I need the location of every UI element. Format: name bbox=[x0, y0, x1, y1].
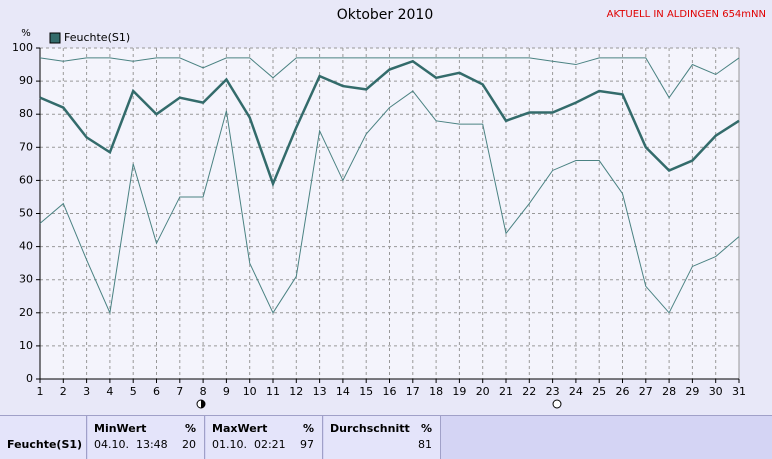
y-tick-label: 100 bbox=[12, 41, 33, 54]
x-tick-label: 30 bbox=[709, 385, 723, 398]
x-tick-label: 27 bbox=[639, 385, 653, 398]
legend-swatch bbox=[49, 32, 61, 44]
annotation: AKTUELL IN ALDINGEN 654mNN bbox=[607, 9, 766, 20]
y-tick-label: 20 bbox=[19, 306, 33, 319]
x-tick-label: 17 bbox=[406, 385, 420, 398]
x-tick-label: 15 bbox=[359, 385, 373, 398]
x-tick-label: 11 bbox=[266, 385, 280, 398]
x-tick-label: 14 bbox=[336, 385, 350, 398]
summary-cell: MinWert% 04.10. 13:48 20 bbox=[88, 416, 205, 459]
column-header: MaxWert bbox=[212, 422, 268, 435]
moon-icon bbox=[201, 400, 205, 408]
y-tick-label: 50 bbox=[19, 207, 33, 220]
x-tick-label: 28 bbox=[662, 385, 676, 398]
x-tick-label: 3 bbox=[83, 385, 90, 398]
x-tick-label: 18 bbox=[429, 385, 443, 398]
y-tick-label: 40 bbox=[19, 240, 33, 253]
y-tick-label: 70 bbox=[19, 140, 33, 153]
column-time: 04.10. 13:48 bbox=[94, 438, 168, 451]
moon-icon bbox=[552, 399, 562, 409]
x-tick-label: 5 bbox=[130, 385, 137, 398]
summary-label-cell: Feuchte(S1) bbox=[0, 416, 87, 459]
column-header: Durchschnitt bbox=[330, 422, 410, 435]
column-unit: % bbox=[302, 422, 314, 435]
column-unit: % bbox=[184, 422, 196, 435]
x-tick-label: 24 bbox=[569, 385, 583, 398]
y-tick-label: 90 bbox=[19, 74, 33, 87]
x-tick-label: 7 bbox=[176, 385, 183, 398]
x-tick-label: 10 bbox=[243, 385, 257, 398]
series-line bbox=[39, 59, 740, 188]
x-tick-label: 8 bbox=[200, 385, 207, 398]
column-time: 01.10. 02:21 bbox=[212, 438, 286, 451]
y-tick-label: 0 bbox=[26, 372, 33, 385]
x-tick-label: 20 bbox=[476, 385, 490, 398]
x-tick-label: 25 bbox=[592, 385, 606, 398]
column-unit: % bbox=[420, 422, 432, 435]
summary-cell: MaxWert% 01.10. 02:21 97 bbox=[206, 416, 323, 459]
x-tick-label: 19 bbox=[452, 385, 466, 398]
x-tick-label: 13 bbox=[313, 385, 327, 398]
y-tick-label: 60 bbox=[19, 173, 33, 186]
x-tick-label: 23 bbox=[546, 385, 560, 398]
y-tick-label: 30 bbox=[19, 273, 33, 286]
x-tick-label: 21 bbox=[499, 385, 513, 398]
y-axis-label: % bbox=[21, 28, 31, 39]
x-tick-label: 2 bbox=[60, 385, 67, 398]
summary-cell: Durchschnitt% 81 bbox=[324, 416, 441, 459]
chart-title: Oktober 2010 bbox=[337, 7, 434, 23]
x-tick-label: 12 bbox=[289, 385, 303, 398]
column-value: 81 bbox=[418, 438, 432, 451]
x-tick-label: 16 bbox=[383, 385, 397, 398]
series-line bbox=[39, 57, 740, 99]
column-header: MinWert bbox=[94, 422, 147, 435]
x-tick-label: 1 bbox=[37, 385, 44, 398]
x-tick-label: 29 bbox=[685, 385, 699, 398]
y-tick-label: 80 bbox=[19, 107, 33, 120]
summary-label: Feuchte(S1) bbox=[7, 438, 83, 451]
series-line bbox=[39, 90, 740, 315]
summary-table: Feuchte(S1) MinWert% 04.10. 13:48 20 MaxWer… bbox=[0, 415, 772, 459]
legend-label: Feuchte(S1) bbox=[64, 31, 130, 44]
x-tick-label: 22 bbox=[522, 385, 536, 398]
x-tick-label: 9 bbox=[223, 385, 230, 398]
column-value: 20 bbox=[182, 438, 196, 451]
y-tick-label: 10 bbox=[19, 339, 33, 352]
chart: Oktober 2010 AKTUELL IN ALDINGEN 654mNN … bbox=[12, 7, 766, 409]
x-tick-label: 31 bbox=[732, 385, 746, 398]
column-value: 97 bbox=[300, 438, 314, 451]
x-tick-label: 4 bbox=[106, 385, 113, 398]
legend: Feuchte(S1) bbox=[49, 31, 130, 44]
x-tick-label: 6 bbox=[153, 385, 160, 398]
x-tick-label: 26 bbox=[616, 385, 630, 398]
